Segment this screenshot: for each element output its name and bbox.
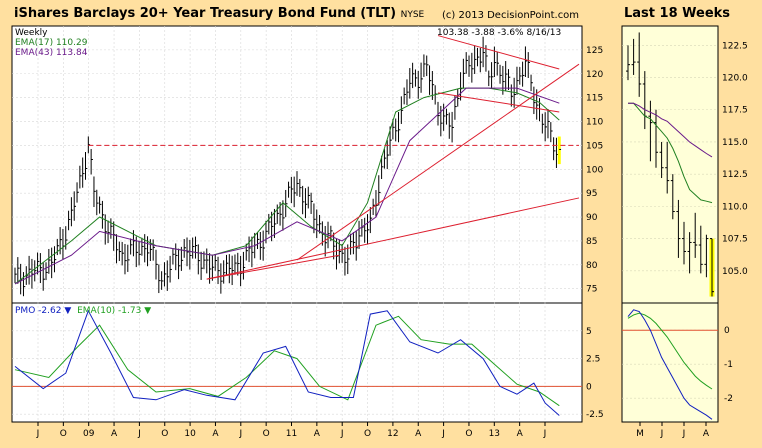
- chart-title-text: iShares Barclays 20+ Year Treasury Bond …: [14, 6, 397, 21]
- recent-price-panel: [621, 25, 719, 304]
- recent-pmo-panel: [621, 302, 719, 423]
- price-y-tick-label: 110: [586, 118, 603, 128]
- recent-pmo-y-tick-label: -1: [724, 360, 733, 370]
- price-y-tick-label: 75: [586, 285, 597, 295]
- x-tick-label: J: [441, 429, 445, 439]
- x-tick-label: 10: [184, 429, 196, 439]
- recent-y-tick-label: 110.0: [722, 202, 748, 212]
- pmo-y-tick-label: 0: [586, 382, 592, 392]
- price-y-tick-label: 85: [586, 237, 597, 247]
- x-tick-label: O: [465, 429, 472, 439]
- trendline: [206, 254, 340, 280]
- x-tick-label: O: [161, 429, 168, 439]
- recent-title: Last 18 Weeks: [624, 6, 731, 21]
- recent-x-tick-label: J: [682, 429, 686, 439]
- recent-x-tick-label: A: [703, 429, 710, 439]
- recent-ema17-line: [628, 102, 713, 204]
- pmo-ema-label: EMA(10) -1.73: [77, 306, 142, 316]
- recent-y-tick-label: 112.5: [722, 170, 748, 180]
- price-y-tick-label: 100: [586, 165, 603, 175]
- recent-x-tick-label: J: [660, 429, 664, 439]
- recent-y-tick-label: 107.5: [722, 235, 748, 245]
- recent-pmo-y-tick-label: -2: [724, 394, 733, 404]
- recent-y-tick-label: 115.0: [722, 138, 748, 148]
- price-y-tick-label: 95: [586, 189, 597, 199]
- pmo-y-tick-label: 5: [586, 327, 592, 337]
- copyright: (c) 2013 DecisionPoint.com: [442, 10, 580, 21]
- x-tick-label: 12: [387, 429, 398, 439]
- recent-y-tick-label: 122.5: [722, 41, 748, 51]
- price-y-tick-label: 120: [586, 70, 603, 80]
- x-tick-label: J: [36, 429, 40, 439]
- price-y-tick-label: 125: [586, 46, 603, 56]
- x-tick-label: J: [340, 429, 344, 439]
- recent-pmo-y-tick-label: 0: [724, 326, 730, 336]
- trendline: [437, 92, 560, 113]
- price-y-tick-label: 115: [586, 94, 603, 104]
- pmo-label: PMO -2.62: [15, 306, 62, 316]
- trendline: [296, 63, 580, 261]
- recent-x-tick-label: M: [636, 429, 644, 439]
- x-tick-label: O: [263, 429, 270, 439]
- exchange-label: NYSE: [400, 10, 425, 20]
- x-tick-label: 11: [286, 429, 297, 439]
- chart-title: iShares Barclays 20+ Year Treasury Bond …: [14, 6, 424, 21]
- price-y-tick-label: 90: [586, 213, 598, 223]
- x-tick-label: A: [517, 429, 524, 439]
- x-tick-label: J: [238, 429, 242, 439]
- recent-ema43-line: [628, 102, 713, 158]
- price-y-tick-label: 105: [586, 141, 603, 151]
- x-tick-label: A: [111, 429, 118, 439]
- ema17-line: [14, 87, 560, 285]
- recent-y-tick-label: 117.5: [722, 106, 748, 116]
- ema43-line: [14, 87, 560, 285]
- recent-y-tick-label: 120.0: [722, 74, 748, 84]
- price-y-tick-label: 80: [586, 261, 598, 271]
- x-tick-label: J: [543, 429, 547, 439]
- pmo-legend: PMO -2.62 ▼ EMA(10) -1.73 ▼: [15, 306, 151, 316]
- pmo-ema-line: [14, 315, 560, 407]
- x-tick-label: J: [137, 429, 141, 439]
- x-tick-label: A: [212, 429, 219, 439]
- pmo-ema-arrow-icon: ▼: [144, 306, 152, 316]
- pmo-line: [14, 309, 560, 416]
- pmo-y-tick-label: 2.5: [586, 355, 600, 365]
- x-tick-label: O: [60, 429, 67, 439]
- recent-pmo-line: [627, 309, 713, 420]
- price-readout: 103.38 -3.88 -3.6% 8/16/13: [437, 28, 562, 38]
- pmo-arrow-icon: ▼: [64, 306, 72, 316]
- period-label: Weekly: [15, 28, 48, 38]
- ema43-label: EMA(43) 113.84: [15, 48, 88, 58]
- x-tick-label: O: [364, 429, 371, 439]
- recent-y-tick-label: 105.0: [722, 267, 748, 277]
- pmo-y-tick-label: -2.5: [586, 410, 604, 420]
- trendline: [437, 35, 560, 70]
- x-tick-label: 09: [83, 429, 95, 439]
- pmo-panel: [11, 302, 583, 423]
- x-tick-label: A: [415, 429, 422, 439]
- ema17-label: EMA(17) 110.29: [15, 38, 88, 48]
- x-tick-label: A: [314, 429, 321, 439]
- recent-pmo-ema-line: [627, 312, 713, 390]
- trendline: [206, 197, 580, 280]
- x-tick-label: 13: [489, 429, 500, 439]
- price-panel: [11, 25, 583, 304]
